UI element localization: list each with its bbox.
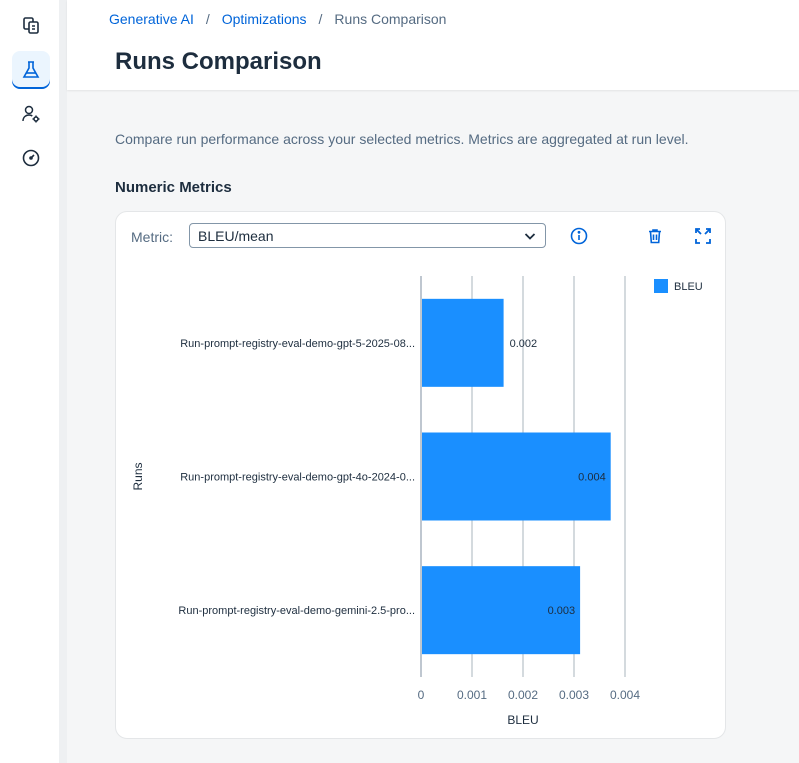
nav-item-user-settings[interactable]: [12, 95, 50, 133]
data-label: 0.002: [510, 338, 538, 350]
metric-label: Metric:: [131, 229, 173, 245]
category-label: Run-prompt-registry-eval-demo-gemini-2.5…: [178, 605, 415, 617]
breadcrumb-link-optimizations[interactable]: Optimizations: [221, 11, 307, 27]
bleu-bar-chart: 0 0.001 0.002 0.003 0.004 Run-prompt-registry…: [131, 276, 703, 727]
nav-item-dashboard[interactable]: [12, 139, 50, 177]
breadcrumb-separator: /: [318, 11, 323, 27]
numeric-metrics-card: Metric: BLEU/mean 0 0.001 0.002 0.003 0.004 R…: [115, 211, 726, 739]
x-axis-title: BLEU: [507, 713, 538, 727]
bar: [422, 298, 504, 387]
user-settings-icon: [22, 105, 40, 123]
x-tick-label: 0.001: [457, 688, 487, 702]
nav-item-lab[interactable]: [12, 51, 50, 89]
data-label: 0.004: [578, 472, 606, 484]
bar: [422, 566, 581, 655]
sidebar-gutter: [59, 0, 67, 763]
documents-icon: [23, 17, 39, 34]
breadcrumb: Generative AI / Optimizations / Runs Com…: [109, 11, 446, 27]
section-title: Numeric Metrics: [115, 179, 232, 196]
data-label: 0.003: [548, 605, 576, 617]
dashboard-gauge-icon: [22, 149, 40, 167]
info-button[interactable]: [567, 224, 591, 248]
metric-select-value: BLEU/mean: [198, 227, 274, 244]
fullscreen-button[interactable]: [691, 224, 715, 248]
y-axis-title: Runs: [131, 462, 145, 490]
breadcrumb-link-generative-ai[interactable]: Generative AI: [109, 11, 194, 27]
legend-label: BLEU: [674, 281, 703, 293]
lab-flask-icon: [22, 61, 40, 78]
page-description: Compare run performance across your sele…: [115, 131, 689, 147]
x-tick-label: 0: [418, 688, 425, 702]
fullscreen-icon: [695, 228, 711, 244]
info-icon: [570, 227, 588, 245]
page-header: Generative AI / Optimizations / Runs Com…: [67, 0, 799, 90]
bar: [422, 432, 611, 521]
chevron-down-icon: [524, 233, 536, 240]
breadcrumb-current: Runs Comparison: [334, 11, 447, 27]
breadcrumb-separator: /: [205, 11, 210, 27]
legend-swatch: [654, 279, 668, 293]
category-label: Run-prompt-registry-eval-demo-gpt-5-2025…: [180, 338, 415, 350]
side-navigation: [0, 0, 59, 763]
x-tick-label: 0.003: [559, 688, 589, 702]
delete-button[interactable]: [643, 224, 667, 248]
x-tick-label: 0.002: [508, 688, 538, 702]
metric-select[interactable]: BLEU/mean: [189, 223, 546, 248]
nav-item-documents[interactable]: [12, 6, 50, 44]
delete-icon: [649, 229, 661, 244]
page-title: Runs Comparison: [115, 48, 322, 75]
category-label: Run-prompt-registry-eval-demo-gpt-4o-202…: [180, 472, 415, 484]
x-tick-label: 0.004: [610, 688, 640, 702]
